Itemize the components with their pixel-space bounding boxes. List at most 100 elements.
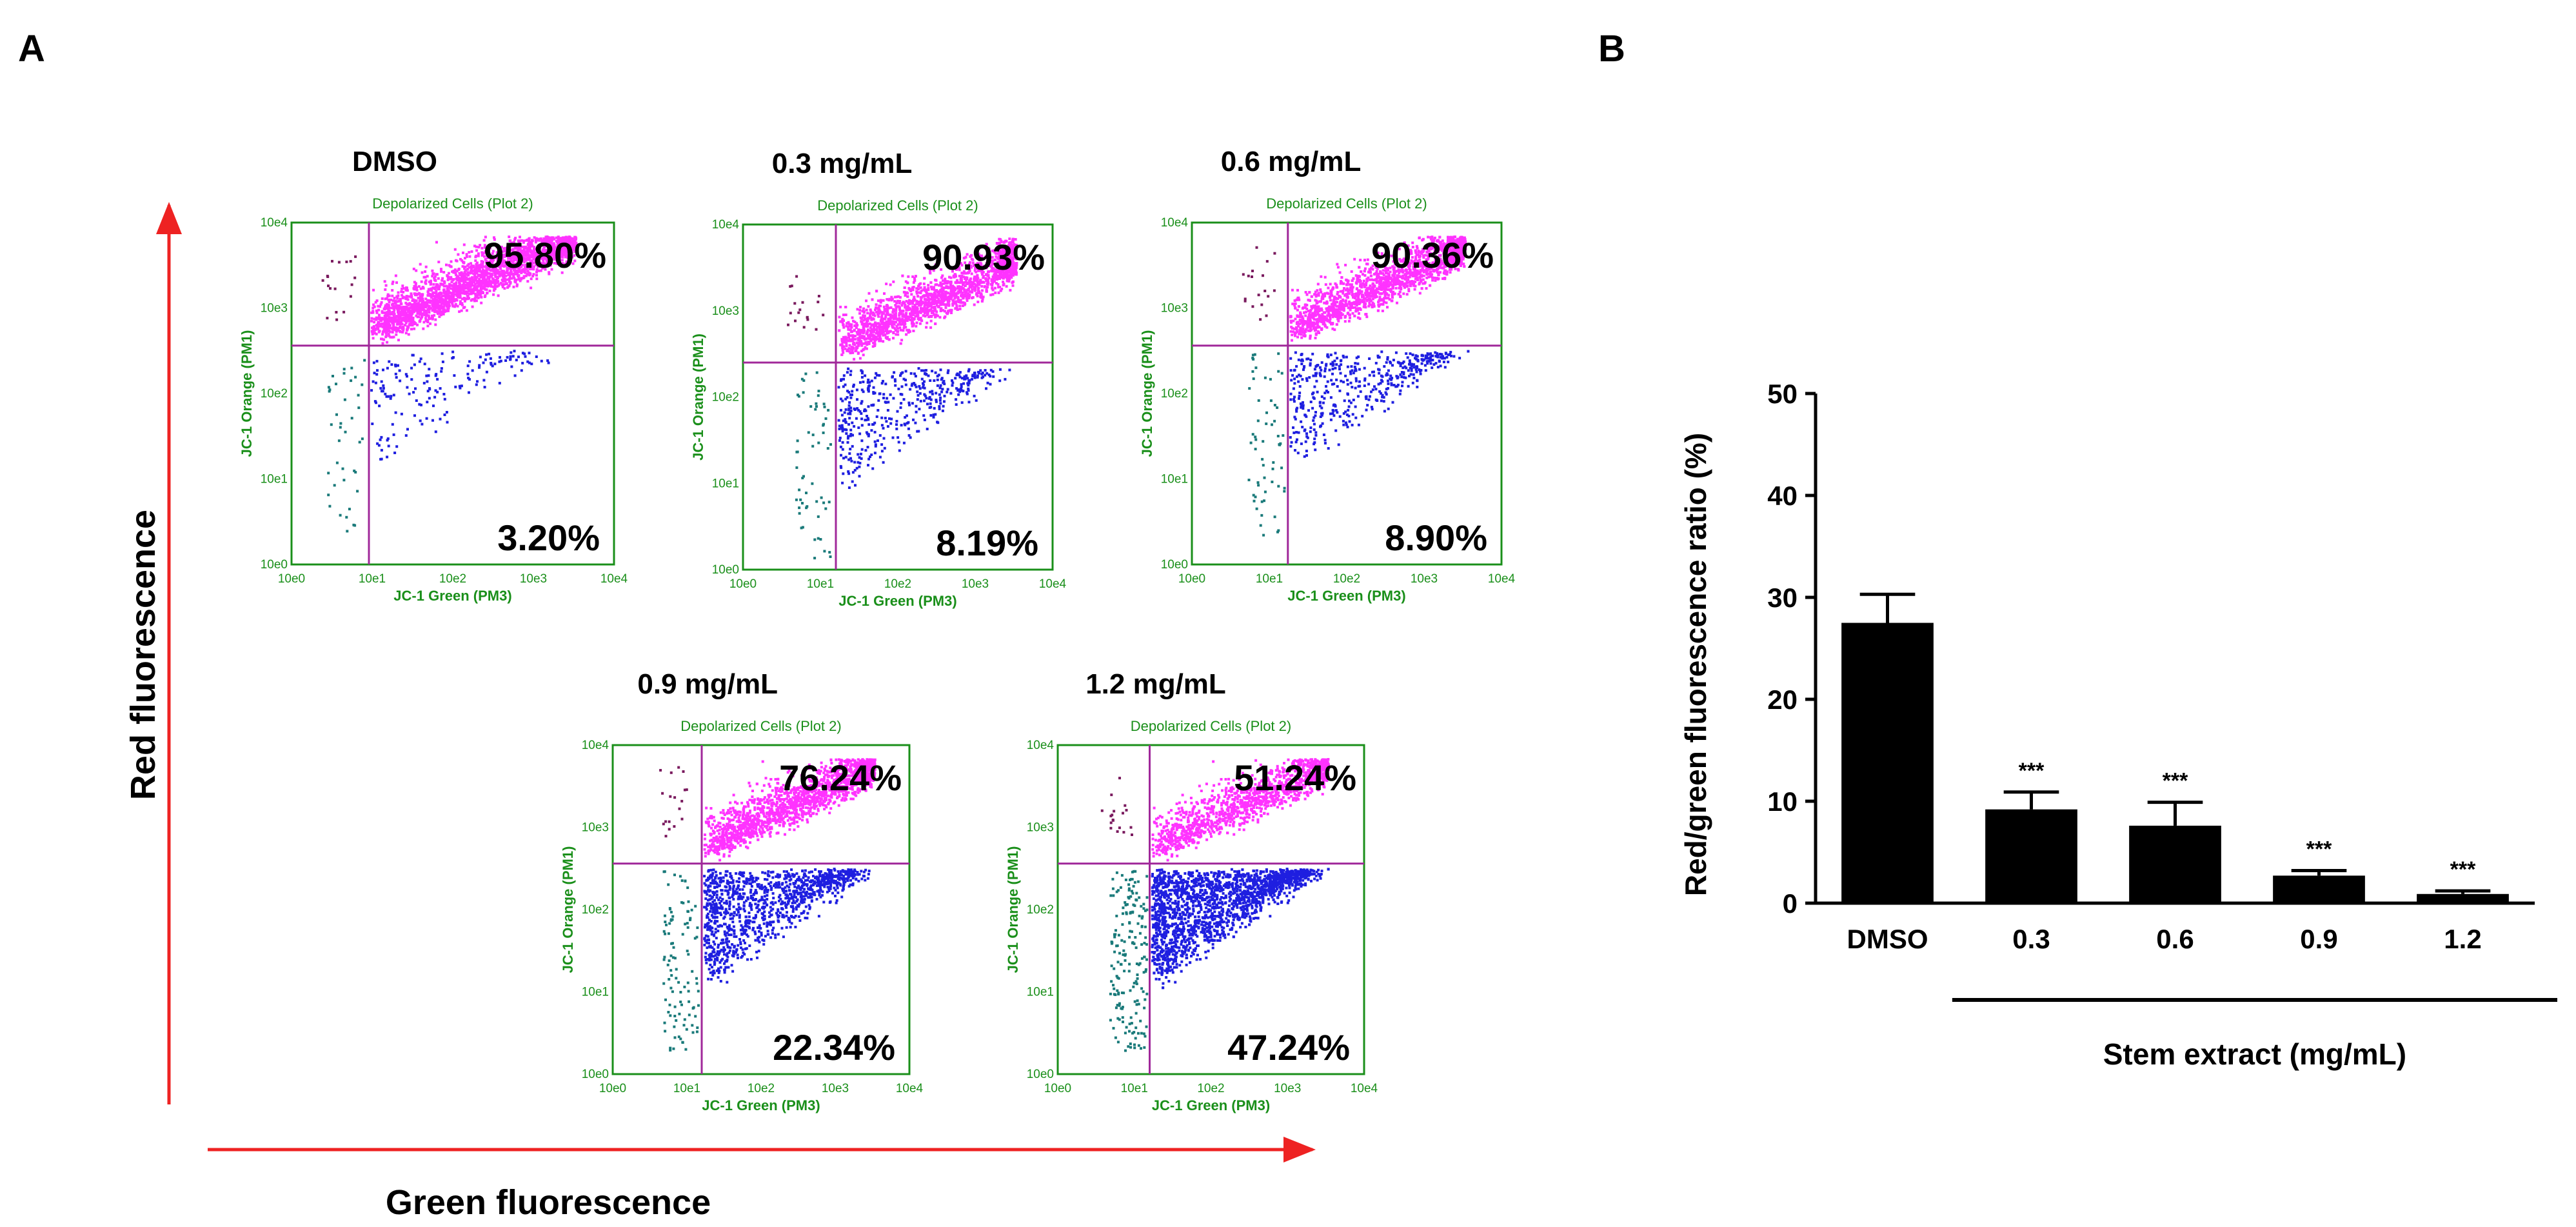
plot-x-label: JC-1 Green (PM3) — [1287, 588, 1405, 604]
x-tick-label: 10e0 — [1178, 572, 1205, 586]
bar — [2273, 875, 2365, 903]
plot-title: Depolarized Cells (Plot 2) — [1131, 718, 1291, 734]
x-axis-label-green-fluorescence: Green fluorescence — [386, 1183, 711, 1222]
x-tick-label: 0.9 — [2300, 924, 2337, 954]
scatter-dots — [1242, 235, 1470, 537]
plot-title: Depolarized Cells (Plot 2) — [817, 197, 978, 214]
flow-plot: 0.6 mg/mL Depolarized Cells (Plot 2) 90.36… — [1139, 146, 1516, 604]
upper-right-percentage: 51.24% — [1234, 757, 1356, 798]
upper-right-percentage: 95.80% — [484, 235, 606, 275]
y-tick-label: 10e2 — [261, 387, 288, 401]
y-tick-label: 10e4 — [1161, 216, 1189, 230]
y-tick-label: 10e2 — [712, 391, 739, 404]
x-tick-label: 10e1 — [1256, 572, 1283, 586]
x-tick-label: 10e4 — [896, 1082, 924, 1095]
x-tick-label: 10e3 — [520, 572, 547, 586]
y-tick-label: 10e1 — [1161, 473, 1188, 486]
y-tick-label: 10e4 — [582, 739, 609, 752]
y-tick-label: 10e1 — [261, 473, 288, 486]
y-tick-label: 10e4 — [712, 218, 740, 232]
y-tick-label: 20 — [1767, 684, 1798, 715]
y-tick-label: 10e0 — [582, 1068, 609, 1081]
y-tick-label: 10e4 — [1027, 739, 1055, 752]
x-tick-label: 10e2 — [439, 572, 466, 586]
x-tick-label: 10e0 — [599, 1082, 626, 1095]
x-tick-label: 0.3 — [2012, 924, 2050, 954]
x-tick-label: 0.6 — [2156, 924, 2194, 954]
plot-frame — [1056, 744, 1365, 1075]
lower-right-percentage: 3.20% — [497, 517, 600, 558]
upper-right-percentage: 90.36% — [1371, 235, 1494, 275]
condition-title: 0.9 mg/mL — [637, 668, 778, 700]
x-tick-label: 10e2 — [748, 1082, 775, 1095]
y-tick-label: 30 — [1767, 583, 1798, 613]
plot-frame — [611, 744, 911, 1075]
bar — [2417, 893, 2509, 903]
x-tick-label: 10e1 — [359, 572, 386, 586]
plot-y-label: JC-1 Orange (PM1) — [239, 330, 255, 457]
significance-label: *** — [2450, 857, 2476, 882]
y-tick-label: 10e3 — [1161, 302, 1188, 315]
plot-y-label: JC-1 Orange (PM1) — [1005, 846, 1021, 973]
y-tick-label: 10e3 — [712, 304, 739, 318]
flow-cytometry-plots: DMSO Depolarized Cells (Plot 2) 95.80% 3.20… — [239, 146, 1516, 1113]
x-tick-label: 10e3 — [962, 577, 989, 591]
scatter-dots — [659, 758, 877, 1052]
scatter-dots — [321, 235, 578, 533]
group-label: Stem extract (mg/mL) — [2103, 1037, 2406, 1071]
y-tick-label: 10e0 — [261, 558, 288, 572]
y-tick-label: 10e0 — [712, 563, 739, 577]
y-tick-label: 50 — [1767, 379, 1798, 409]
x-tick-label: 1.2 — [2444, 924, 2481, 954]
condition-title: 1.2 mg/mL — [1085, 668, 1226, 700]
plot-title: Depolarized Cells (Plot 2) — [1266, 195, 1427, 212]
y-tick-label: 10e3 — [261, 302, 288, 315]
bar — [1841, 623, 1934, 903]
x-tick-label: 10e0 — [729, 577, 757, 591]
flow-plot: 0.3 mg/mL Depolarized Cells (Plot 2) 90.93… — [690, 148, 1067, 609]
upper-right-percentage: 76.24% — [779, 757, 902, 798]
y-axis-label: Red/green fluorescence ratio (%) — [1679, 433, 1712, 896]
plot-y-label: JC-1 Orange (PM1) — [560, 846, 576, 973]
y-tick-label: 40 — [1767, 481, 1798, 511]
scatter-dots — [1100, 758, 1330, 1052]
plot-x-label: JC-1 Green (PM3) — [1152, 1097, 1270, 1113]
plot-frame — [742, 223, 1054, 571]
plot-x-label: JC-1 Green (PM3) — [393, 588, 511, 604]
x-tick-label: 10e3 — [1411, 572, 1438, 586]
y-tick-label: 10 — [1767, 786, 1798, 817]
significance-label: *** — [2163, 769, 2188, 793]
significance-label: *** — [2019, 759, 2045, 783]
x-tick-label: 10e1 — [807, 577, 834, 591]
plot-title: Depolarized Cells (Plot 2) — [680, 718, 841, 734]
x-tick-label: 10e3 — [1274, 1082, 1301, 1095]
y-tick-label: 10e0 — [1027, 1068, 1054, 1081]
x-tick-label: 10e4 — [600, 572, 628, 586]
y-tick-label: 10e1 — [712, 477, 739, 490]
y-tick-label: 10e0 — [1161, 558, 1188, 572]
lower-right-percentage: 8.90% — [1385, 517, 1487, 558]
x-tick-label: 10e1 — [673, 1082, 700, 1095]
flow-plot: DMSO Depolarized Cells (Plot 2) 95.80% 3.20… — [239, 146, 628, 604]
bar — [1985, 809, 2077, 903]
condition-title: 0.3 mg/mL — [772, 148, 913, 179]
y-tick-label: 10e3 — [582, 821, 609, 835]
y-tick-label: 10e1 — [582, 986, 609, 999]
x-tick-label: DMSO — [1847, 924, 1928, 954]
condition-title: DMSO — [352, 146, 437, 177]
y-tick-label: 10e3 — [1027, 821, 1054, 835]
flow-plot: 1.2 mg/mL Depolarized Cells (Plot 2) 51.24… — [1005, 668, 1378, 1113]
plot-frame — [1191, 221, 1503, 566]
x-tick-label: 10e2 — [884, 577, 911, 591]
y-tick-label: 0 — [1783, 888, 1798, 919]
x-tick-label: 10e4 — [1488, 572, 1516, 586]
significance-label: *** — [2306, 837, 2332, 861]
plot-y-label: JC-1 Orange (PM1) — [1139, 330, 1155, 457]
y-tick-label: 10e4 — [261, 216, 288, 230]
x-tick-label: 10e4 — [1039, 577, 1067, 591]
panel-a-letter: A — [18, 28, 45, 70]
plot-title: Depolarized Cells (Plot 2) — [372, 195, 533, 212]
y-tick-label: 10e2 — [1161, 387, 1188, 401]
y-axis-label-red-fluorescence: Red fluorescence — [124, 510, 163, 800]
